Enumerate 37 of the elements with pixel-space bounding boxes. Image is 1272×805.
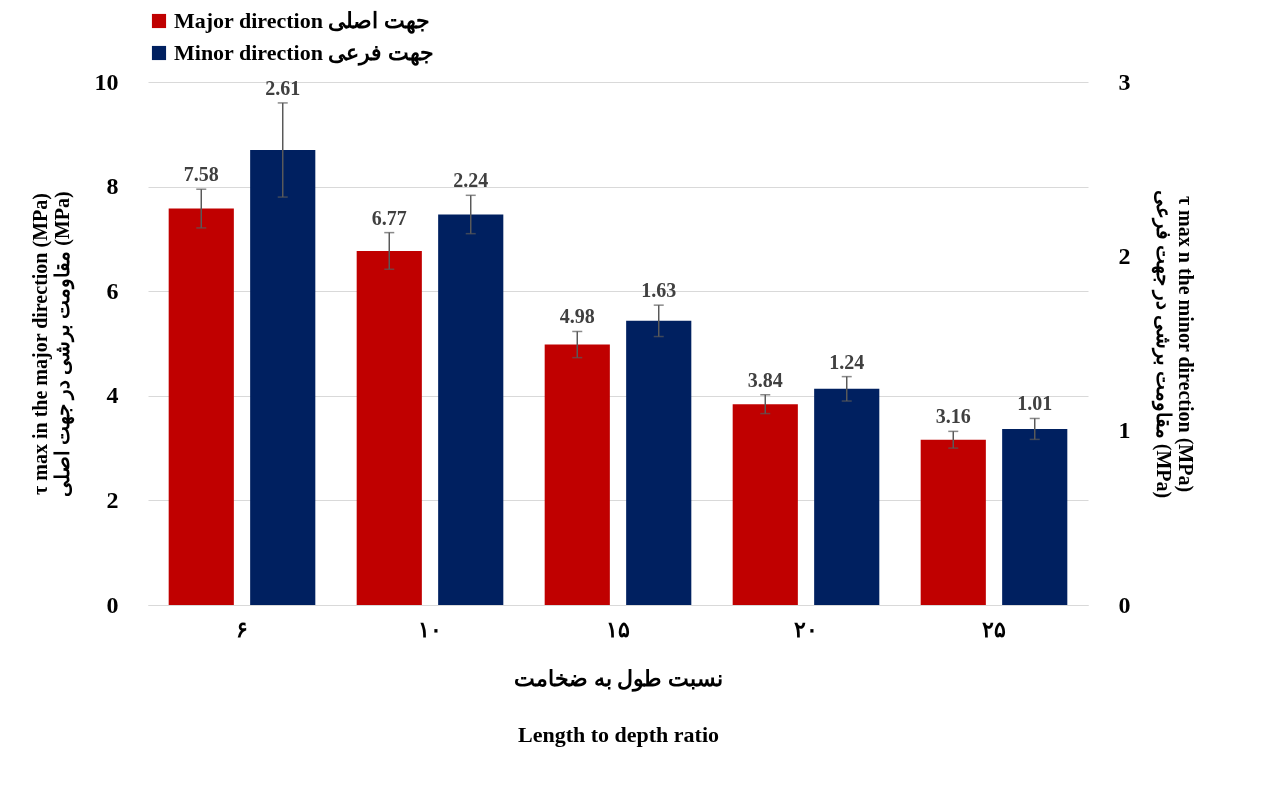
y-tick-label: 4 xyxy=(106,382,119,409)
data-label: 7.58 xyxy=(183,163,219,186)
bar xyxy=(438,214,504,605)
y2-tick-label: 2 xyxy=(1118,242,1131,269)
x-tick-label: ۶ xyxy=(236,616,248,642)
data-label: 1.24 xyxy=(829,350,865,373)
data-label: 6.77 xyxy=(371,206,407,229)
bar xyxy=(732,404,798,605)
data-label: 2.61 xyxy=(265,76,301,99)
y-tick-label: 0 xyxy=(106,591,119,618)
legend-label: Minor direction جهت فرعی xyxy=(174,40,434,66)
bar xyxy=(814,388,880,605)
bar xyxy=(250,149,316,605)
data-label: 1.63 xyxy=(641,279,677,302)
x-tick-label: ۲۵ xyxy=(982,616,1006,642)
data-label: 3.16 xyxy=(935,405,971,428)
bar xyxy=(626,320,692,605)
y-tick-label: 8 xyxy=(106,173,119,200)
bar xyxy=(356,250,422,605)
x-tick-label: ۲۰ xyxy=(794,616,818,642)
bar xyxy=(920,439,986,605)
y-tick-label: 6 xyxy=(106,277,119,304)
y2-tick-label: 1 xyxy=(1118,417,1131,444)
bar xyxy=(1002,428,1068,605)
bar xyxy=(168,208,234,605)
y-tick-label: 2 xyxy=(106,486,119,513)
y2-tick-label: 3 xyxy=(1118,68,1131,95)
y-tick-label: 10 xyxy=(94,68,119,95)
data-label: 3.84 xyxy=(747,368,783,391)
x-tick-label: ۱۵ xyxy=(606,616,630,642)
data-label: 2.24 xyxy=(453,169,489,192)
y2-tick-label: 0 xyxy=(1118,591,1131,618)
legend-label: Major direction جهت اصلی xyxy=(174,8,430,34)
data-label: 4.98 xyxy=(559,305,595,328)
data-label: 1.01 xyxy=(1017,392,1053,415)
x-tick-label: ۱۰ xyxy=(418,616,442,642)
bar xyxy=(544,344,610,605)
